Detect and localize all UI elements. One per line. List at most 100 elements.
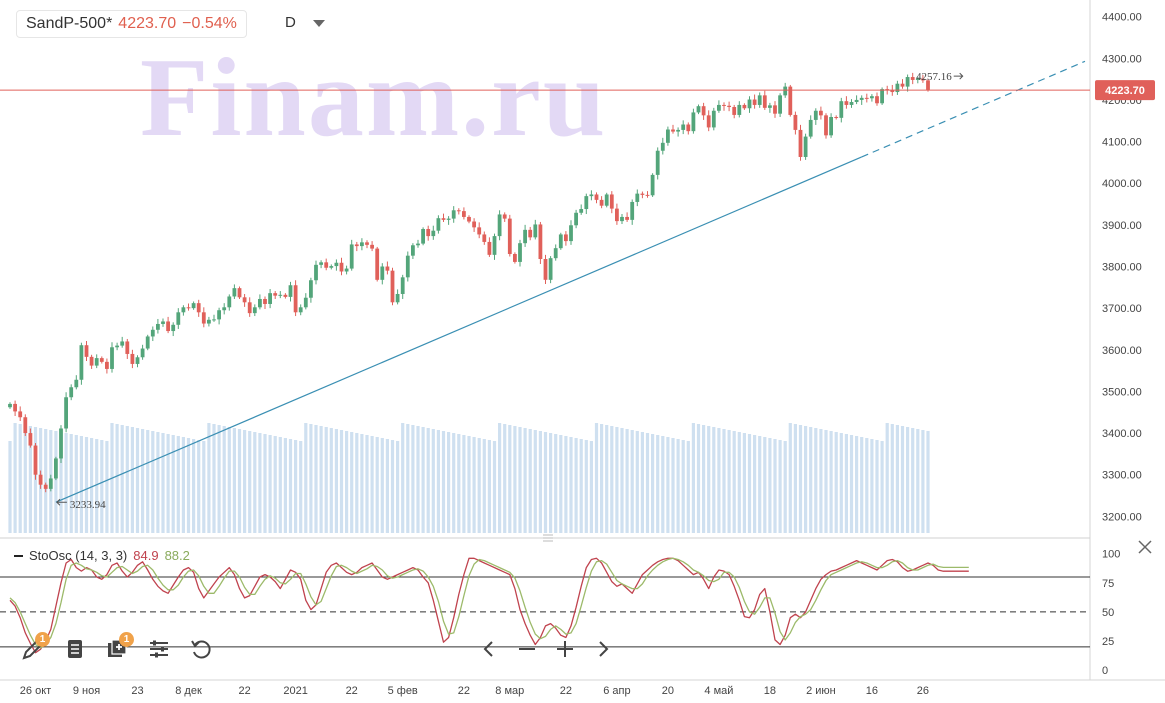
oscillator-legend[interactable]: StoOsc (14, 3, 3) 84.9 88.2: [14, 548, 190, 563]
volume-bar: [900, 426, 905, 533]
volume-bar: [814, 428, 818, 533]
candle-body: [819, 110, 823, 116]
reset-button[interactable]: [186, 634, 216, 664]
volume-bar: [181, 437, 185, 533]
volume-bar: [793, 424, 797, 533]
candle-body: [273, 293, 278, 296]
candle-body: [105, 361, 109, 369]
candle-body: [278, 294, 283, 296]
price-tick-label: 3500.00: [1102, 386, 1142, 398]
volume-bar: [916, 429, 920, 533]
volume-bar: [390, 440, 395, 533]
volume-bar: [79, 436, 83, 533]
object-list-button[interactable]: [60, 634, 90, 664]
candle-body: [609, 194, 614, 209]
candle-body: [543, 259, 548, 280]
zoom-in-button[interactable]: [548, 634, 582, 664]
symbol-change: −0.54%: [182, 15, 237, 32]
volume-bar: [299, 441, 303, 533]
volume-bar: [906, 427, 910, 533]
zoom-out-button[interactable]: [510, 634, 544, 664]
candle-body: [64, 397, 68, 429]
volume-bar: [666, 437, 670, 533]
candle-body: [94, 358, 99, 366]
candle-body: [518, 243, 522, 262]
time-tick-label: 22: [458, 685, 470, 697]
volume-bar: [253, 432, 257, 533]
volume-bar: [885, 423, 889, 533]
symbol-selector[interactable]: SandP-500* 4223.70 −0.54%: [16, 10, 247, 38]
interval-label[interactable]: D: [285, 14, 296, 31]
candle-body: [258, 298, 262, 308]
volume-bar: [421, 427, 425, 533]
price-tick-label: 4400.00: [1102, 12, 1142, 24]
candle-body: [645, 194, 650, 196]
volume-bar: [880, 441, 884, 533]
volume-bar: [686, 441, 690, 533]
volume-bar: [227, 427, 231, 533]
price-tick-label: 3700.00: [1102, 303, 1142, 315]
volume-bar: [559, 435, 563, 533]
volume-bar: [594, 423, 599, 533]
time-tick-label: 5 фев: [388, 685, 418, 697]
candle-body: [757, 95, 762, 105]
volume-bar: [554, 434, 558, 533]
candle-body: [365, 242, 369, 245]
candle-body: [186, 307, 191, 309]
oscillator-tick-label: 25: [1102, 636, 1114, 648]
volume-bar: [401, 423, 405, 533]
scroll-right-button[interactable]: [586, 634, 620, 664]
candle-body: [762, 95, 767, 108]
candle-body: [513, 254, 517, 262]
candle-body: [436, 218, 441, 231]
candle-body: [212, 319, 216, 321]
draw-tool-button[interactable]: 1: [18, 632, 50, 664]
volume-bar: [773, 439, 777, 533]
volume-bar: [875, 440, 879, 533]
scroll-left-button[interactable]: [472, 634, 506, 664]
candle-body: [426, 229, 431, 237]
candle-body: [604, 194, 609, 206]
candle-body: [207, 319, 211, 324]
symbol-price: 4223.70: [118, 15, 177, 32]
volume-bar: [829, 431, 833, 533]
candle-body: [701, 106, 706, 116]
volume-bar: [186, 438, 191, 533]
volume-bar: [416, 426, 420, 533]
volume-bar: [737, 432, 741, 533]
price-tick-label: 3900.00: [1102, 220, 1142, 232]
volume-bar: [543, 432, 548, 533]
volume-bar: [447, 432, 451, 533]
sliders-icon: [150, 640, 168, 658]
candle-body: [727, 105, 731, 108]
close-icon[interactable]: [1136, 538, 1154, 556]
volume-bar: [610, 426, 614, 533]
candle-body: [650, 174, 655, 196]
candle-body: [441, 218, 446, 220]
volume-bar: [788, 423, 792, 533]
candle-body: [854, 99, 859, 103]
candle-body: [23, 417, 28, 434]
candle-body: [788, 86, 793, 115]
volume-bar: [635, 431, 639, 533]
candle-body: [732, 107, 737, 115]
undo-icon: [191, 640, 211, 659]
indicators-button[interactable]: 1: [102, 632, 134, 664]
candle-body: [808, 119, 813, 137]
high-marker-label: 4257.16: [916, 71, 952, 83]
volume-bar: [105, 441, 109, 533]
candle-body: [314, 264, 318, 281]
candle-body: [467, 216, 471, 222]
volume-bar: [911, 428, 915, 533]
volume-bar: [248, 431, 252, 533]
volume-bar: [523, 428, 527, 533]
candle-body: [579, 209, 584, 213]
volume-bar: [584, 440, 588, 533]
candle-body: [829, 117, 833, 136]
collapse-icon[interactable]: [14, 554, 23, 557]
settings-button[interactable]: [144, 634, 174, 664]
volume-bar: [763, 437, 767, 533]
chevron-down-icon[interactable]: [313, 20, 325, 27]
